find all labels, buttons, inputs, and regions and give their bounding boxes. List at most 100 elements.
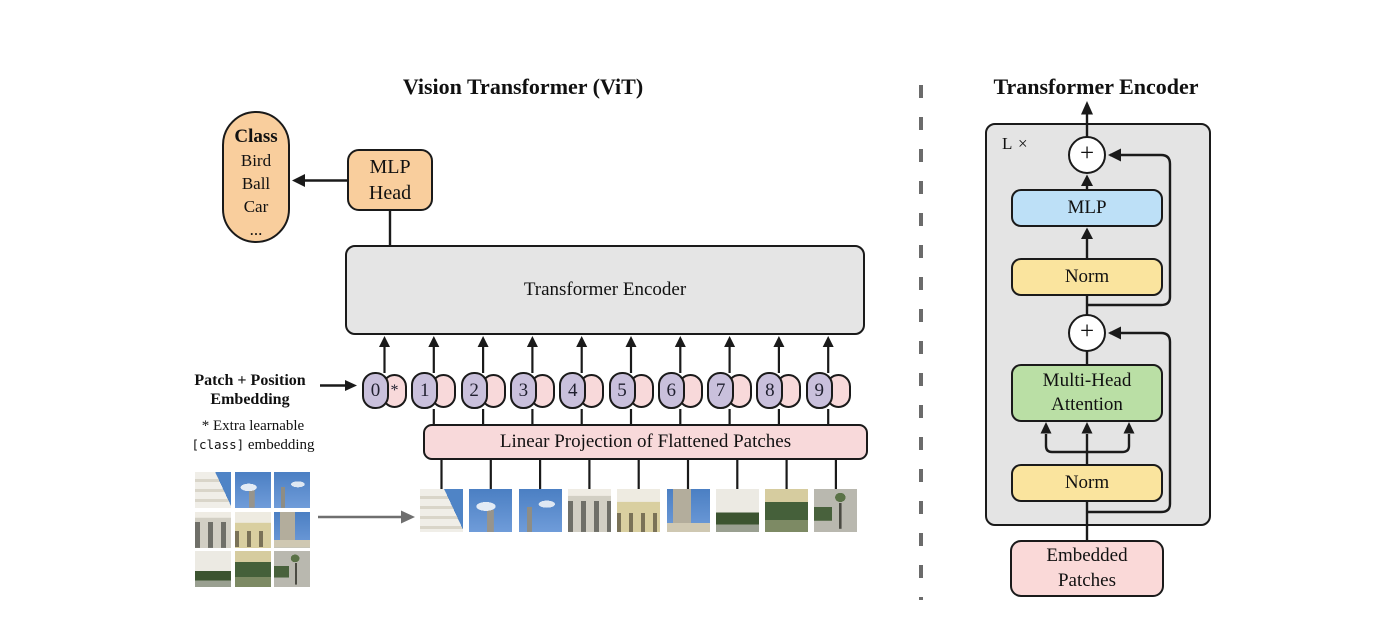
image-patch-4 [567, 489, 611, 532]
mlp-head-line2: Head [368, 182, 412, 204]
grid-patch-2 [234, 472, 271, 508]
image-patch-9 [814, 489, 858, 532]
up-arrowhead-icon [724, 336, 736, 347]
image-patch-1 [420, 489, 463, 532]
up-arrowhead-icon [526, 336, 538, 347]
plus-icon: + [1079, 140, 1095, 167]
up-arrowhead-icon [674, 336, 686, 347]
class-item: Ball [241, 173, 271, 193]
up-arrowhead-icon [576, 336, 588, 347]
token-pair-9: 9 [805, 372, 852, 409]
position-token: 2 [460, 372, 488, 409]
mlp-box: MLP [1011, 189, 1163, 227]
right-arrowhead-icon [345, 380, 357, 391]
class-token-footnote: * Extra learnable [class] embedding [168, 417, 338, 455]
token-pair-7: 7 [707, 372, 753, 409]
residual-top-path [1087, 153, 1172, 307]
up-arrowhead-icon [773, 336, 785, 347]
mlp-head-box: MLP Head [347, 149, 433, 211]
image-patch-5 [617, 489, 661, 532]
position-token: 7 [707, 372, 735, 409]
position-token: 3 [509, 372, 537, 409]
up-arrowhead-icon [625, 336, 637, 347]
add-node-top: + [1068, 136, 1106, 174]
grid-patch-4 [195, 511, 231, 548]
grid-patch-6 [274, 511, 310, 548]
position-token: 4 [559, 372, 587, 409]
up-arrowhead-icon [428, 336, 440, 347]
up-arrowhead-icon [1081, 227, 1093, 239]
footnote-line1: * Extra learnable [201, 418, 305, 434]
position-token: 5 [608, 372, 636, 409]
mlp-label: MLP [1067, 197, 1107, 218]
plus-icon: + [1079, 318, 1095, 345]
position-token: 8 [756, 372, 784, 409]
right-figure-title: Transformer Encoder [993, 74, 1199, 99]
left-figure-title: Vision Transformer (ViT) [402, 74, 644, 99]
image-patch-8 [765, 489, 809, 532]
linear-projection-label: Linear Projection of Flattened Patches [499, 431, 792, 452]
up-arrowhead-icon [477, 336, 489, 347]
token-pair-0: 0 * [362, 372, 408, 409]
footnote-line2-text: embedding [244, 436, 315, 453]
position-token: 0 [362, 372, 389, 409]
position-token: 6 [657, 372, 685, 409]
source-image-grid [195, 472, 310, 587]
gray-arrowhead-icon [401, 510, 415, 524]
grid-patch-8 [234, 551, 271, 587]
class-output-pill: Class Bird Ball Car ... [222, 111, 290, 243]
class-item: Bird [240, 150, 272, 170]
class-heading: Class [234, 126, 278, 147]
left-arrowhead-icon [1108, 148, 1121, 162]
image-patch-3 [518, 489, 562, 532]
class-item: ... [249, 219, 263, 239]
norm-top-label: Norm [1064, 266, 1110, 287]
patch-position-embedding-label: Patch + Position Embedding [170, 371, 330, 409]
token-pair-5: 5 [608, 372, 655, 409]
norm-box-bottom: Norm [1011, 464, 1163, 502]
up-arrowhead-icon [822, 336, 834, 347]
grid-patch-3 [274, 472, 310, 508]
residual-bottom-path [1087, 331, 1172, 514]
left-arrowhead-icon [1108, 326, 1121, 340]
up-arrowhead-icon [1040, 422, 1052, 434]
grid-patch-9 [274, 551, 310, 587]
grid-patch-1 [195, 472, 231, 508]
footnote-code: [class] [191, 436, 245, 452]
norm-bottom-label: Norm [1064, 472, 1110, 493]
transformer-encoder-box: Transformer Encoder [345, 245, 865, 335]
multi-head-attention-box: Multi-Head Attention [1011, 364, 1163, 422]
image-patch-2 [469, 489, 513, 532]
token-pair-4: 4 [559, 372, 605, 409]
embedded-line2: Patches [1057, 569, 1117, 591]
up-arrowhead-icon [1081, 422, 1093, 434]
footnote-line2: [class] embedding [168, 436, 338, 455]
position-token: 9 [805, 372, 833, 409]
dashed-divider [919, 85, 923, 600]
add-node-bottom: + [1068, 314, 1106, 352]
layers-repeat-label: L × [1002, 134, 1029, 153]
attention-line1: Multi-Head [1042, 370, 1132, 392]
linear-projection-box: Linear Projection of Flattened Patches [423, 424, 868, 460]
class-item: Car [243, 196, 269, 216]
image-patch-7 [715, 489, 759, 532]
left-arrowhead-icon [292, 174, 305, 187]
embedded-patches-box: Embedded Patches [1010, 540, 1164, 597]
embedding-label-line1: Patch + Position [194, 372, 306, 389]
image-patch-6 [666, 489, 710, 532]
up-arrowhead-icon [1081, 101, 1093, 115]
position-token: 1 [411, 372, 439, 409]
transformer-encoder-label: Transformer Encoder [523, 279, 687, 300]
grid-patch-5 [234, 511, 271, 548]
up-arrowhead-icon [1123, 422, 1135, 434]
token-pair-2: 2 [460, 372, 507, 409]
attention-line2: Attention [1051, 394, 1123, 415]
token-pair-3: 3 [509, 372, 556, 409]
token-pair-8: 8 [756, 372, 802, 409]
token-pair-1: 1 [411, 372, 457, 409]
up-arrowhead-icon [379, 336, 390, 347]
mlp-head-line1: MLP [369, 156, 411, 178]
grid-patch-7 [195, 551, 231, 587]
